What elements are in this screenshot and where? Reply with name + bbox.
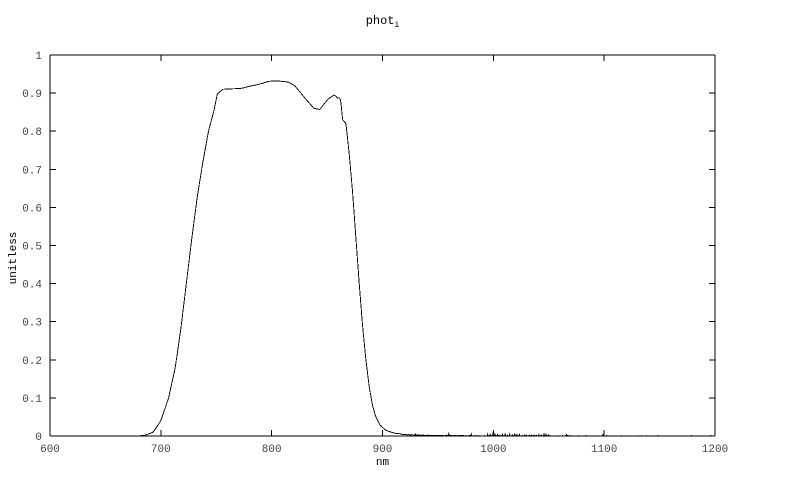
svg-text:1200: 1200 <box>702 444 728 456</box>
svg-text:0.7: 0.7 <box>22 165 42 177</box>
svg-text:0.4: 0.4 <box>22 280 42 292</box>
svg-text:600: 600 <box>40 444 60 456</box>
svg-text:0: 0 <box>35 432 42 444</box>
svg-text:0.2: 0.2 <box>22 356 42 368</box>
svg-text:0.1: 0.1 <box>22 394 42 406</box>
svg-text:1: 1 <box>35 51 42 63</box>
svg-text:800: 800 <box>262 444 282 456</box>
svg-text:700: 700 <box>151 444 171 456</box>
svg-text:900: 900 <box>373 444 393 456</box>
svg-text:1000: 1000 <box>480 444 506 456</box>
svg-text:0.8: 0.8 <box>22 127 42 139</box>
svg-text:0.5: 0.5 <box>22 242 42 254</box>
svg-text:0.9: 0.9 <box>22 89 42 101</box>
svg-text:0.3: 0.3 <box>22 318 42 330</box>
svg-text:1100: 1100 <box>591 444 617 456</box>
svg-text:0.6: 0.6 <box>22 203 42 215</box>
